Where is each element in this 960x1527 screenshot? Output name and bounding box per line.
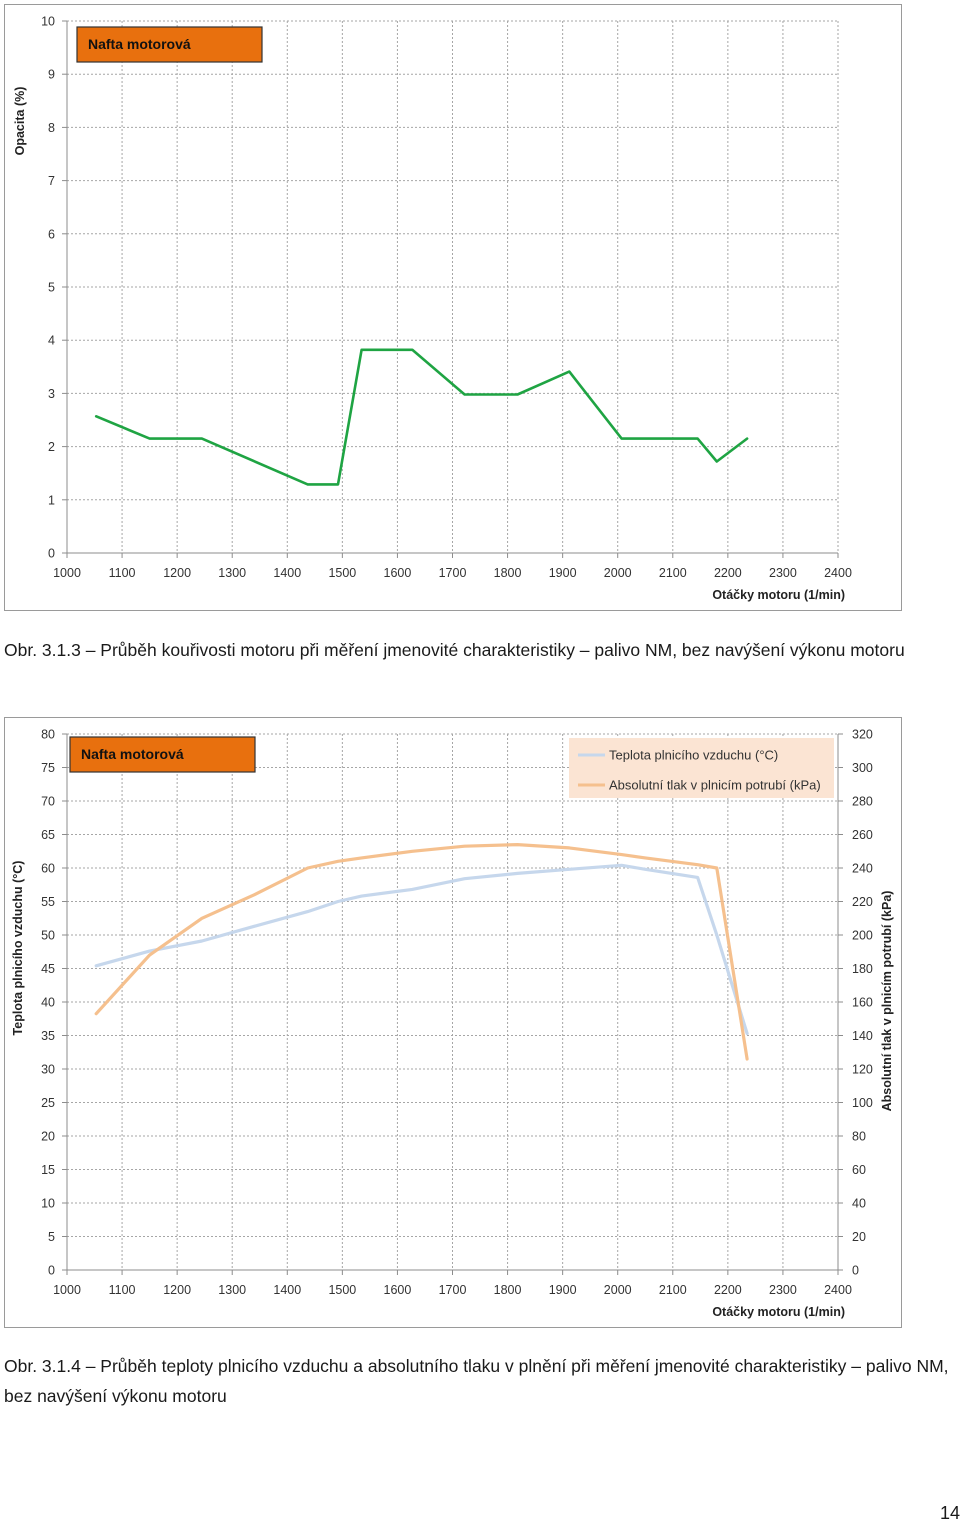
y-tick-label: 60 xyxy=(41,862,55,876)
y-tick-label: 80 xyxy=(41,728,55,742)
x-tick-label: 1000 xyxy=(53,1283,81,1297)
y2-tick-label: 120 xyxy=(852,1063,873,1077)
y-tick-label: 45 xyxy=(41,962,55,976)
x-tick-label: 2100 xyxy=(659,566,687,580)
y-tick-label: 65 xyxy=(41,828,55,842)
temperature-pressure-chart-svg: 1000 1100 1200 1300 1400 1500 1600 1700 1800 1900… xyxy=(11,728,894,1320)
y2-tick-label: 220 xyxy=(852,895,873,909)
figure-caption-2: Obr. 3.1.4 – Průběh teploty plnicího vzd… xyxy=(4,1356,949,1406)
series-line-2 xyxy=(94,842,749,1061)
y-axis-label: Opacita (%) xyxy=(13,87,27,156)
series-line-1 xyxy=(94,863,749,1036)
y2-tick-label: 260 xyxy=(852,828,873,842)
x-tick-label: 2400 xyxy=(824,566,852,580)
x-axis-label: Otáčky motoru (1/min) xyxy=(712,1305,845,1319)
x-tick-label: 1300 xyxy=(218,566,246,580)
y2-axis-label: Absolutní tlak v plnicím potrubí (kPa) xyxy=(880,891,894,1112)
y2-tick-label: 240 xyxy=(852,862,873,876)
x-tick-label: 1700 xyxy=(439,566,467,580)
legend-entry: Teplota plnicího vzduchu (°C) xyxy=(609,748,778,763)
legend-entry: Absolutní tlak v plnicím potrubí (kPa) xyxy=(609,778,821,793)
chart-title: Nafta motorová xyxy=(88,36,191,52)
temperature-pressure-chart: 1000 1100 1200 1300 1400 1500 1600 1700 1800 1900… xyxy=(4,717,902,1328)
y-tick-label: 25 xyxy=(41,1096,55,1110)
y-tick-label: 30 xyxy=(41,1063,55,1077)
x-tick-label: 1400 xyxy=(273,566,301,580)
y-tick-label: 15 xyxy=(41,1163,55,1177)
chart-title: Nafta motorová xyxy=(81,746,184,762)
x-tick-label: 1900 xyxy=(549,566,577,580)
y2-tick-label: 160 xyxy=(852,996,873,1010)
y-tick-label: 4 xyxy=(48,334,55,348)
x-tick-label: 2000 xyxy=(604,566,632,580)
y2-tick-label: 40 xyxy=(852,1197,866,1211)
x-tick-label: 1300 xyxy=(218,1283,246,1297)
legend-box xyxy=(569,738,834,798)
y-tick-label: 3 xyxy=(48,387,55,401)
x-tick-label: 2000 xyxy=(604,1283,632,1297)
x-tick-label: 1500 xyxy=(328,566,356,580)
y-tick-label: 10 xyxy=(41,15,55,29)
y-tick-label: 20 xyxy=(41,1130,55,1144)
y-tick-label: 55 xyxy=(41,895,55,909)
x-tick-label: 1500 xyxy=(328,1283,356,1297)
x-tick-label: 2300 xyxy=(769,1283,797,1297)
x-tick-label: 2100 xyxy=(659,1283,687,1297)
figure-caption-1: Obr. 3.1.3 – Průběh kouřivosti motoru př… xyxy=(4,640,905,660)
x-tick-label: 1900 xyxy=(549,1283,577,1297)
y-tick-label: 7 xyxy=(48,174,55,188)
x-tick-label: 1100 xyxy=(109,1283,136,1297)
y-tick-label: 10 xyxy=(41,1197,55,1211)
x-tick-label: 1700 xyxy=(439,1283,467,1297)
y-tick-label: 0 xyxy=(48,1264,55,1278)
y2-tick-label: 140 xyxy=(852,1029,873,1043)
y-tick-label: 9 xyxy=(48,68,55,82)
x-axis-label: Otáčky motoru (1/min) xyxy=(712,588,845,602)
page-number: 14 xyxy=(939,1503,960,1523)
x-tick-label: 1600 xyxy=(384,1283,412,1297)
x-tick-label: 2300 xyxy=(769,566,797,580)
y-tick-label: 70 xyxy=(41,795,55,809)
y-tick-label: 6 xyxy=(48,227,55,241)
y-tick-label: 8 xyxy=(48,121,55,135)
y2-tick-label: 200 xyxy=(852,929,873,943)
title-box xyxy=(76,26,263,63)
y-tick-label: 1 xyxy=(48,493,55,507)
opacity-chart-svg: 1000 1100 1200 1300 1400 1500 1600 1700 1800 1900… xyxy=(13,15,852,603)
x-tick-label: 2200 xyxy=(714,566,742,580)
y2-tick-label: 280 xyxy=(852,795,873,809)
opacity-chart: 1000 1100 1200 1300 1400 1500 1600 1700 1800 1900… xyxy=(4,4,902,611)
y2-tick-label: 80 xyxy=(852,1130,866,1144)
x-tick-label: 1400 xyxy=(273,1283,301,1297)
title-box xyxy=(69,736,256,773)
y2-tick-label: 180 xyxy=(852,962,873,976)
y2-tick-label: 100 xyxy=(852,1096,873,1110)
x-tick-label: 1200 xyxy=(163,566,191,580)
y-tick-label: 5 xyxy=(48,1230,55,1244)
y-axis-label: Teplota plnicího vzduchu (°C) xyxy=(11,861,25,1036)
y2-tick-label: 320 xyxy=(852,728,873,742)
series-line-1 xyxy=(94,348,749,486)
y-tick-label: 35 xyxy=(41,1029,55,1043)
y-tick-label: 0 xyxy=(48,547,55,561)
y-tick-label: 50 xyxy=(41,929,55,943)
x-tick-label: 1800 xyxy=(494,566,522,580)
y-tick-label: 2 xyxy=(48,440,55,454)
y2-tick-label: 0 xyxy=(852,1264,859,1278)
x-tick-label: 1000 xyxy=(53,566,81,580)
y-tick-label: 40 xyxy=(41,996,55,1010)
x-tick-label: 1600 xyxy=(384,566,412,580)
x-tick-label: 2400 xyxy=(824,1283,852,1297)
x-tick-label: 2200 xyxy=(714,1283,742,1297)
y2-tick-label: 300 xyxy=(852,761,873,775)
x-tick-label: 1800 xyxy=(494,1283,522,1297)
x-tick-label: 1200 xyxy=(163,1283,191,1297)
y-tick-label: 75 xyxy=(41,761,55,775)
y2-tick-label: 20 xyxy=(852,1230,866,1244)
x-tick-label: 1100 xyxy=(109,566,136,580)
y2-tick-label: 60 xyxy=(852,1163,866,1177)
y-tick-label: 5 xyxy=(48,281,55,295)
